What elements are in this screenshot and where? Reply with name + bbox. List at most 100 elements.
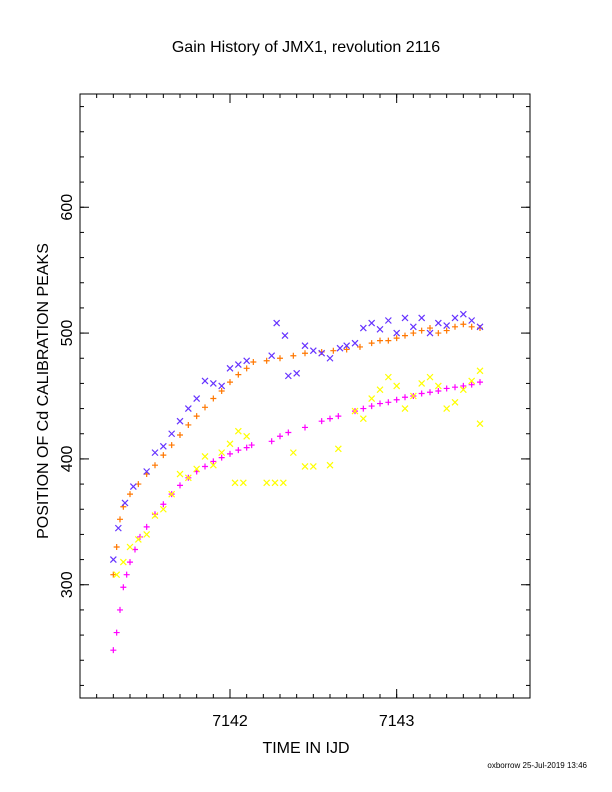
data-point (402, 394, 408, 401)
data-point (368, 395, 376, 402)
data-point (468, 381, 475, 388)
data-point (160, 452, 167, 459)
data-point (279, 479, 287, 487)
data-point (393, 396, 400, 403)
data-point (385, 399, 392, 406)
data-point (435, 330, 442, 337)
plot-frame (79, 93, 531, 699)
data-point (109, 556, 117, 564)
data-point (226, 440, 234, 448)
data-point (193, 395, 201, 402)
data-point (293, 369, 301, 377)
data-point (281, 332, 289, 340)
data-point (209, 461, 217, 469)
data-point (202, 404, 208, 411)
data-point (309, 463, 317, 470)
data-point (301, 463, 309, 470)
data-point (168, 430, 176, 438)
series-3 (110, 379, 483, 654)
data-point (143, 468, 151, 475)
y-axis-label: POSITION OF Cd CALIBRATION PEAKS (35, 243, 52, 539)
y-tick-label: 600 (59, 194, 76, 221)
data-point (359, 324, 367, 332)
data-point (117, 606, 123, 613)
data-point (268, 438, 275, 445)
data-point (452, 384, 458, 391)
data-point (459, 310, 467, 318)
data-point (426, 329, 434, 337)
data-point (443, 322, 451, 329)
data-point (168, 490, 176, 498)
data-point (302, 424, 308, 431)
data-point (393, 382, 401, 390)
data-point (334, 445, 342, 453)
data-point (117, 516, 123, 523)
x-tick-label: 7142 (212, 713, 248, 730)
data-point (143, 523, 150, 530)
data-point (336, 344, 344, 352)
data-point (201, 377, 209, 385)
data-point (210, 395, 217, 402)
data-point (459, 386, 467, 394)
data-point (460, 382, 467, 389)
y-tick-label: 300 (59, 571, 76, 598)
data-point (460, 321, 467, 328)
data-point (127, 491, 133, 498)
data-point (121, 499, 129, 507)
data-point (426, 373, 434, 381)
data-point (376, 325, 384, 333)
data-point (113, 544, 120, 550)
data-point (152, 462, 158, 469)
data-point (427, 325, 433, 332)
data-point (277, 355, 283, 362)
data-point (343, 346, 350, 353)
data-point (435, 387, 442, 394)
x-axis-label: TIME IN IJD (262, 740, 349, 757)
data-point (418, 327, 425, 334)
data-point (243, 444, 250, 451)
data-point (113, 571, 121, 579)
data-point (476, 323, 484, 331)
data-point (185, 421, 192, 428)
data-point (385, 337, 392, 344)
data-point (218, 387, 225, 394)
data-point (289, 449, 297, 457)
data-point (143, 530, 151, 538)
data-point (227, 450, 233, 457)
data-point (409, 392, 417, 400)
data-point (418, 390, 425, 397)
data-point (377, 337, 383, 344)
y-tick-label: 400 (59, 445, 76, 472)
data-point (443, 327, 450, 334)
data-point (351, 407, 359, 415)
data-point (218, 449, 226, 457)
data-point (248, 442, 255, 449)
data-point (410, 330, 417, 337)
data-point (160, 501, 167, 508)
data-point (368, 403, 375, 410)
data-point (176, 417, 184, 425)
data-point (239, 479, 247, 487)
series-2 (109, 310, 484, 564)
data-point (218, 382, 226, 390)
data-point (243, 432, 251, 440)
data-point (243, 357, 251, 365)
data-point (402, 332, 408, 339)
data-point (210, 458, 217, 465)
data-point (335, 413, 342, 420)
data-point (384, 317, 392, 324)
data-point (393, 329, 401, 337)
data-point (114, 524, 122, 532)
y-tick-label: 500 (59, 320, 76, 347)
data-point (451, 314, 459, 322)
data-point (434, 382, 442, 390)
data-points (109, 310, 484, 654)
data-point (126, 543, 134, 551)
data-point (268, 352, 276, 360)
data-point (357, 343, 363, 350)
data-point (343, 342, 351, 350)
data-point (318, 418, 325, 425)
data-point (176, 470, 184, 478)
data-point (476, 420, 484, 428)
